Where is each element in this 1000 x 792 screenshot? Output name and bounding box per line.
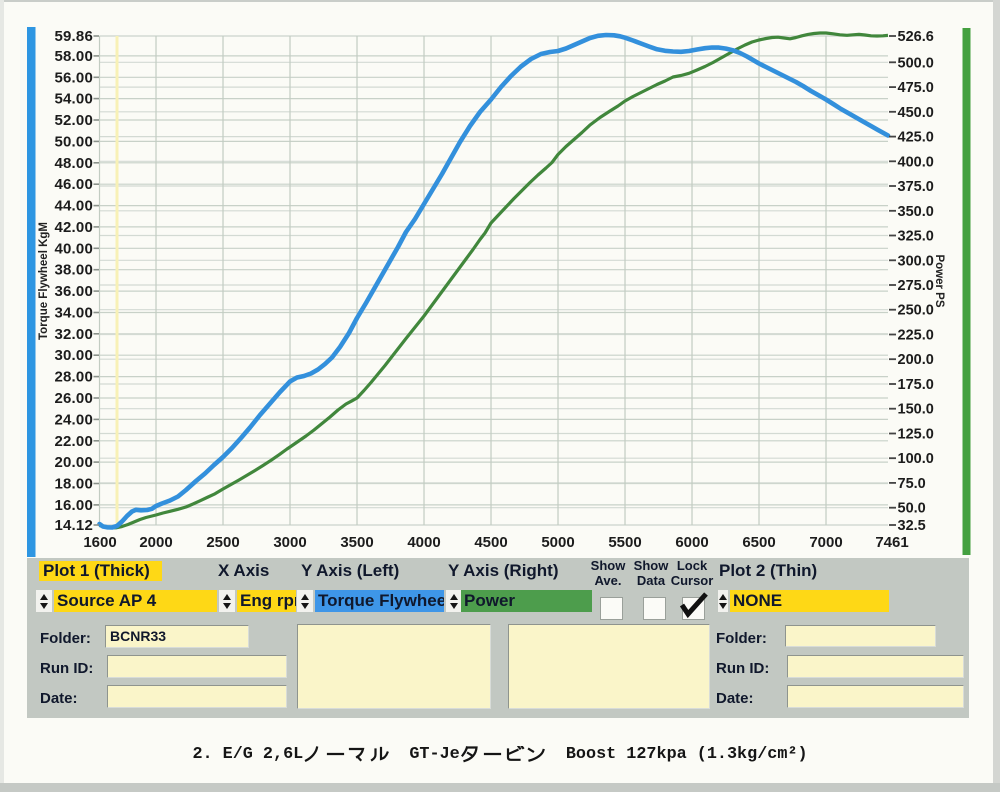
svg-text:2000: 2000 [139, 534, 172, 551]
svg-text:32.00: 32.00 [54, 326, 93, 343]
svg-text:32.5: 32.5 [898, 518, 926, 534]
svg-text:26.00: 26.00 [54, 390, 93, 407]
svg-text:56.00: 56.00 [54, 69, 93, 86]
svg-text:24.00: 24.00 [54, 411, 93, 428]
svg-text:58.00: 58.00 [54, 48, 93, 65]
svg-text:526.6: 526.6 [898, 29, 934, 45]
svg-text:375.0: 375.0 [898, 179, 934, 195]
svg-text:48.00: 48.00 [54, 155, 93, 172]
svg-text:75.0: 75.0 [898, 476, 926, 492]
svg-text:59.86: 59.86 [54, 28, 93, 45]
svg-text:40.00: 40.00 [54, 240, 93, 257]
svg-text:38.00: 38.00 [54, 262, 93, 279]
svg-text:125.0: 125.0 [898, 427, 934, 443]
svg-text:5500: 5500 [608, 534, 641, 551]
svg-text:18.00: 18.00 [54, 476, 93, 493]
svg-text:44.00: 44.00 [54, 198, 93, 215]
svg-text:4500: 4500 [474, 534, 507, 551]
svg-text:34.00: 34.00 [54, 305, 93, 322]
svg-text:500.0: 500.0 [898, 55, 934, 71]
svg-text:42.00: 42.00 [54, 219, 93, 236]
svg-text:5000: 5000 [541, 534, 574, 551]
svg-text:450.0: 450.0 [898, 105, 934, 121]
svg-text:400.0: 400.0 [898, 154, 934, 170]
svg-text:1600: 1600 [83, 534, 116, 551]
svg-text:275.0: 275.0 [898, 278, 934, 294]
svg-text:3500: 3500 [340, 534, 373, 551]
svg-text:Torque Flywheel KgM: Torque Flywheel KgM [38, 222, 50, 340]
svg-text:Power PS: Power PS [933, 254, 945, 307]
svg-text:325.0: 325.0 [898, 229, 934, 245]
svg-text:14.12: 14.12 [54, 517, 93, 534]
svg-text:2500: 2500 [206, 534, 239, 551]
svg-text:300.0: 300.0 [898, 253, 934, 269]
svg-text:7000: 7000 [809, 534, 842, 551]
svg-text:52.00: 52.00 [54, 112, 93, 129]
svg-text:475.0: 475.0 [898, 80, 934, 96]
svg-text:20.00: 20.00 [54, 454, 93, 471]
svg-text:28.00: 28.00 [54, 369, 93, 386]
svg-text:175.0: 175.0 [898, 377, 934, 393]
svg-text:7461: 7461 [875, 534, 908, 551]
svg-text:350.0: 350.0 [898, 204, 934, 220]
svg-text:16.00: 16.00 [54, 497, 93, 514]
svg-text:50.00: 50.00 [54, 133, 93, 150]
svg-text:150.0: 150.0 [898, 402, 934, 418]
svg-text:22.00: 22.00 [54, 433, 93, 450]
svg-text:200.0: 200.0 [898, 352, 934, 368]
svg-text:54.00: 54.00 [54, 91, 93, 108]
svg-text:3000: 3000 [273, 534, 306, 551]
svg-text:6000: 6000 [675, 534, 708, 551]
svg-text:425.0: 425.0 [898, 130, 934, 146]
svg-text:250.0: 250.0 [898, 303, 934, 319]
svg-text:4000: 4000 [407, 534, 440, 551]
svg-text:36.00: 36.00 [54, 283, 93, 300]
svg-text:225.0: 225.0 [898, 328, 934, 344]
svg-text:30.00: 30.00 [54, 347, 93, 364]
svg-text:50.0: 50.0 [898, 501, 926, 517]
svg-text:46.00: 46.00 [54, 176, 93, 193]
svg-text:100.0: 100.0 [898, 451, 934, 467]
svg-text:6500: 6500 [742, 534, 775, 551]
